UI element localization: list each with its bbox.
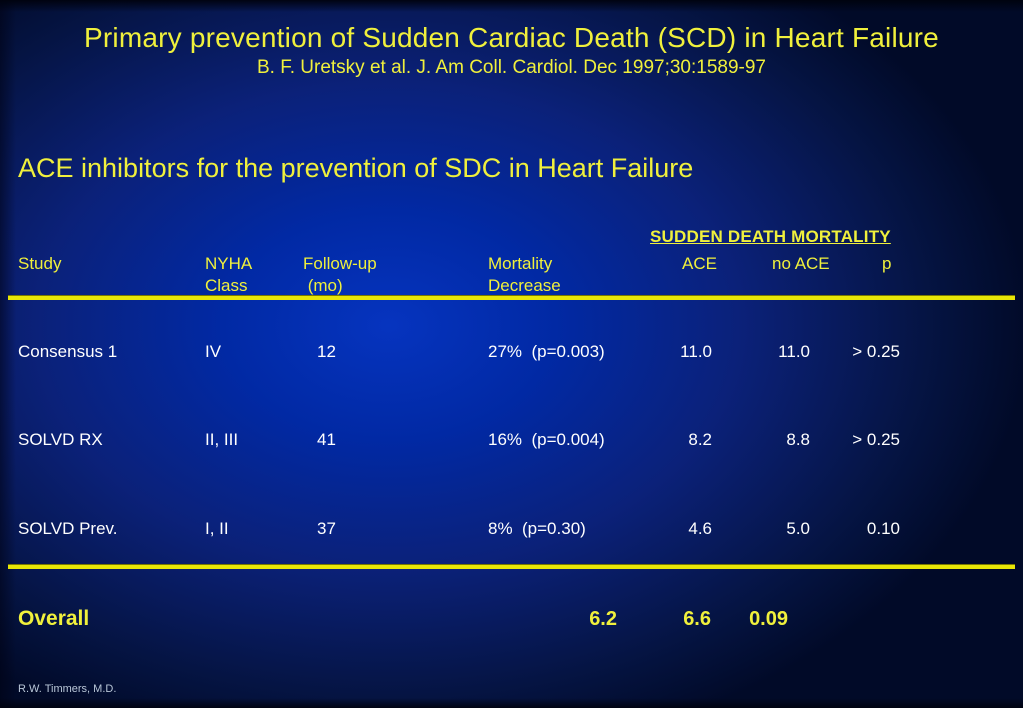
section-title: ACE inhibitors for the prevention of SDC… bbox=[18, 153, 694, 183]
cell-p: > 0.25 bbox=[852, 430, 900, 449]
table-bottom-rule bbox=[8, 564, 1015, 569]
overall-no-ace-value: 6.6 bbox=[683, 608, 711, 630]
column-header-ace: ACE bbox=[682, 254, 717, 273]
column-header-p: p bbox=[882, 254, 892, 273]
cell-ace: 8.2 bbox=[688, 430, 712, 449]
cell-mortality: 16% (p=0.004) bbox=[488, 430, 605, 449]
cell-p: > 0.25 bbox=[852, 342, 900, 361]
column-header-nyha: NYHA Class bbox=[205, 254, 253, 295]
overall-label: Overall bbox=[18, 607, 90, 630]
cell-study: SOLVD RX bbox=[18, 430, 103, 449]
table-group-header: SUDDEN DEATH MORTALITY bbox=[650, 227, 891, 246]
cell-no-ace: 5.0 bbox=[786, 519, 810, 538]
cell-nyha: I, II bbox=[205, 519, 229, 538]
cell-study: Consensus 1 bbox=[18, 342, 118, 361]
cell-study: SOLVD Prev. bbox=[18, 519, 118, 538]
overall-ace-value: 6.2 bbox=[589, 608, 617, 630]
cell-ace: 4.6 bbox=[688, 519, 712, 538]
table-row: SOLVD RX II, III 41 16% (p=0.004) 8.2 8.… bbox=[0, 430, 1023, 454]
table-row: SOLVD Prev. I, II 37 8% (p=0.30) 4.6 5.0… bbox=[0, 519, 1023, 543]
cell-no-ace: 11.0 bbox=[778, 342, 810, 361]
cell-p: 0.10 bbox=[866, 519, 900, 538]
cell-followup: 37 bbox=[317, 519, 336, 538]
cell-mortality: 27% (p=0.003) bbox=[488, 342, 605, 361]
cell-ace: 11.0 bbox=[680, 342, 712, 361]
cell-mortality: 8% (p=0.30) bbox=[488, 519, 586, 538]
table-row: Consensus 1 IV 12 27% (p=0.003) 11.0 11.… bbox=[0, 342, 1023, 366]
slide-citation: B. F. Uretsky et al. J. Am Coll. Cardiol… bbox=[256, 57, 766, 78]
slide-title: Primary prevention of Sudden Cardiac Dea… bbox=[84, 22, 939, 53]
overall-row: Overall 6.2 6.6 0.09 bbox=[0, 607, 1023, 635]
overall-p-value: 0.09 bbox=[749, 608, 788, 630]
cell-nyha: IV bbox=[205, 342, 222, 361]
cell-followup: 41 bbox=[317, 430, 336, 449]
column-header-no-ace: no ACE bbox=[772, 254, 830, 273]
column-header-mortality: Mortality Decrease bbox=[488, 254, 561, 295]
cell-nyha: II, III bbox=[205, 430, 239, 449]
cell-followup: 12 bbox=[317, 342, 336, 361]
table-top-rule bbox=[8, 295, 1015, 300]
column-header-study: Study bbox=[18, 254, 62, 273]
column-header-followup: Follow-up (mo) bbox=[303, 254, 377, 295]
author-credit: R.W. Timmers, M.D. bbox=[18, 683, 117, 695]
cell-no-ace: 8.8 bbox=[786, 430, 810, 449]
